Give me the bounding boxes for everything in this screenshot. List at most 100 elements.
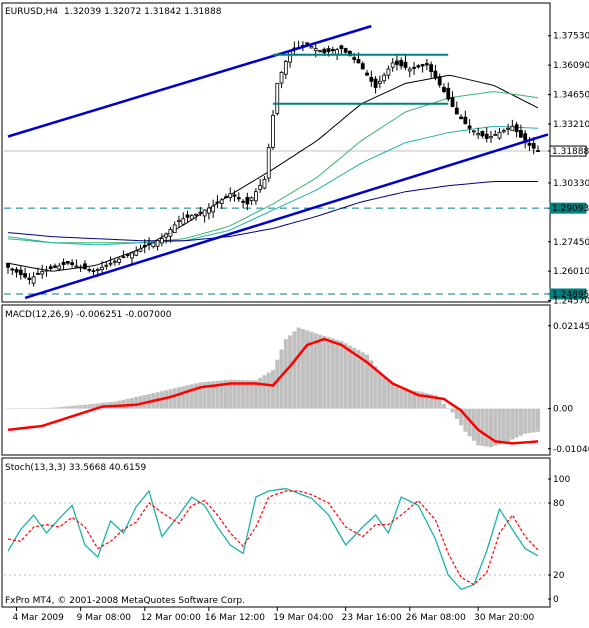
- candle: [433, 64, 438, 81]
- candle-body: [395, 60, 399, 65]
- candle: [206, 203, 211, 220]
- candle: [164, 232, 169, 244]
- candle-body: [386, 68, 391, 76]
- macd-bar: [292, 331, 297, 409]
- stoch-signal-line: [7, 490, 539, 586]
- candle: [202, 209, 207, 223]
- time-tick-label: 4 Mar 2009: [13, 613, 65, 623]
- candle: [497, 128, 502, 140]
- macd-bar: [283, 339, 288, 409]
- price-panel[interactable]: [4, 24, 549, 300]
- candle: [74, 259, 79, 268]
- candle-body: [151, 242, 156, 248]
- candle-body: [467, 125, 472, 129]
- candle: [177, 215, 181, 229]
- candle-body: [339, 45, 344, 50]
- candle-body: [202, 209, 207, 217]
- candle-body: [65, 261, 70, 264]
- candle-body: [476, 133, 481, 136]
- stoch-panel[interactable]: [4, 487, 548, 591]
- candle: [91, 268, 96, 276]
- moving-average-3: [7, 181, 538, 242]
- candle-body: [437, 76, 442, 86]
- candle: [437, 73, 442, 88]
- macd-bar: [300, 329, 305, 409]
- macd-bar: [488, 408, 493, 448]
- candle: [181, 212, 186, 226]
- price-tick-label: 1.29093: [552, 204, 589, 214]
- macd-bar: [305, 330, 310, 409]
- price-tick-label: 1.37530: [553, 32, 589, 42]
- macd-bar: [91, 403, 96, 409]
- candle: [424, 58, 429, 71]
- candle: [87, 267, 92, 273]
- candle-body: [31, 276, 36, 284]
- candle-body: [377, 80, 382, 85]
- candle: [254, 188, 258, 205]
- candle-body: [112, 260, 117, 263]
- candle-body: [373, 78, 378, 88]
- macd-panel[interactable]: [6, 327, 540, 448]
- candle-body: [53, 265, 57, 268]
- macd-bar: [510, 408, 515, 440]
- stoch-tick-label: 80: [553, 499, 565, 509]
- stoch-label: Stoch(13,3,3) 33.5668 40.6159: [5, 463, 146, 473]
- candle: [241, 199, 245, 209]
- macd-bar: [275, 359, 280, 409]
- candle-body: [121, 256, 126, 259]
- candle-body: [450, 97, 455, 107]
- candle: [407, 66, 412, 78]
- candle-body: [459, 116, 463, 120]
- symbol-label: EURUSD,H4: [5, 7, 58, 17]
- price-tick-box: [549, 202, 587, 214]
- candle: [78, 264, 83, 273]
- macd-bar: [288, 335, 293, 409]
- candle-body: [313, 48, 318, 51]
- candle: [471, 130, 476, 136]
- candle: [493, 130, 498, 136]
- candle: [339, 44, 344, 56]
- candle: [459, 114, 463, 120]
- macd-bar: [219, 380, 224, 409]
- macd-bar: [497, 408, 502, 445]
- macd-bar: [296, 327, 301, 409]
- macd-bar: [253, 380, 258, 409]
- macd-bar: [95, 403, 100, 409]
- candle-body: [348, 50, 352, 57]
- candle: [514, 121, 519, 138]
- macd-bar: [202, 381, 207, 409]
- candle-body: [228, 193, 233, 198]
- macd-bar: [373, 366, 378, 409]
- candle-body: [224, 196, 228, 199]
- candle: [134, 246, 139, 257]
- candle-body: [236, 197, 241, 200]
- candle: [382, 72, 387, 84]
- candle: [249, 196, 254, 206]
- candle: [48, 264, 53, 272]
- candle-body: [23, 273, 27, 278]
- candle-body: [48, 266, 53, 270]
- candle: [416, 64, 421, 69]
- candle: [138, 244, 143, 253]
- macd-bar: [480, 408, 485, 446]
- candle: [501, 128, 506, 134]
- candle-body: [219, 199, 224, 204]
- macd-bar: [78, 405, 83, 409]
- candle: [61, 258, 66, 270]
- macd-bar: [514, 408, 519, 438]
- macd-bar: [258, 377, 263, 409]
- candle: [211, 199, 216, 218]
- time-tick-label: 26 Mar 08:00: [406, 613, 466, 623]
- macd-bar: [10, 408, 15, 410]
- candle-body: [416, 65, 421, 68]
- main-panel-frame: [1, 2, 551, 303]
- candle-body: [14, 269, 19, 273]
- macd-bar: [215, 380, 220, 409]
- candle-body: [241, 200, 245, 203]
- candle-body: [130, 252, 134, 259]
- macd-bar: [433, 395, 438, 409]
- macd-bar: [518, 408, 523, 436]
- macd-bar: [459, 408, 464, 426]
- candle: [420, 63, 425, 73]
